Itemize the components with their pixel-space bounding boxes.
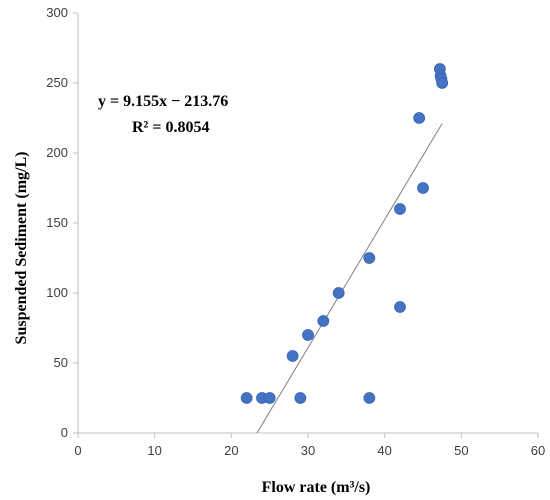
- data-point: [417, 182, 429, 194]
- y-tick-label: 200: [46, 145, 68, 160]
- x-ticks: 0 10 20 30 40 50 60: [74, 433, 545, 458]
- r-squared-label: R² = 0.8054: [132, 119, 209, 136]
- x-tick-label: 30: [301, 443, 315, 458]
- data-point: [363, 252, 376, 264]
- data-point: [413, 112, 426, 124]
- y-tick-label: 50: [54, 355, 68, 370]
- data-point: [394, 203, 406, 215]
- data-point: [363, 392, 376, 404]
- data-point: [302, 329, 314, 341]
- x-axis-title: Flow rate (m³/s): [262, 479, 371, 496]
- data-point: [332, 287, 345, 299]
- data-point: [263, 392, 276, 404]
- data-point: [240, 392, 253, 404]
- data-point: [436, 77, 449, 89]
- y-axis-title: Suspended Sediment (mg/L): [13, 152, 30, 345]
- x-tick-label: 20: [224, 443, 238, 458]
- trendline-equation: y = 9.155x − 213.76: [98, 93, 228, 110]
- x-tick-label: 60: [531, 443, 545, 458]
- x-tick-label: 0: [74, 443, 81, 458]
- trendline: [256, 123, 443, 434]
- data-points: [240, 63, 449, 404]
- x-tick-label: 50: [454, 443, 468, 458]
- x-tick-label: 40: [377, 443, 391, 458]
- y-tick-label: 150: [46, 215, 68, 230]
- y-tick-label: 0: [61, 425, 68, 440]
- x-tick-label: 10: [147, 443, 161, 458]
- data-point: [294, 392, 307, 404]
- y-tick-label: 300: [46, 5, 68, 20]
- data-point: [394, 301, 406, 313]
- y-tick-label: 100: [46, 285, 68, 300]
- y-tick-label: 250: [46, 75, 68, 90]
- data-point: [286, 350, 299, 362]
- y-ticks: 0 50 100 150 200 250 300: [46, 5, 78, 440]
- data-point: [317, 315, 330, 327]
- plot-area: 0 10 20 30 40 50 60 0 50 100 150 200 250 300: [46, 5, 545, 458]
